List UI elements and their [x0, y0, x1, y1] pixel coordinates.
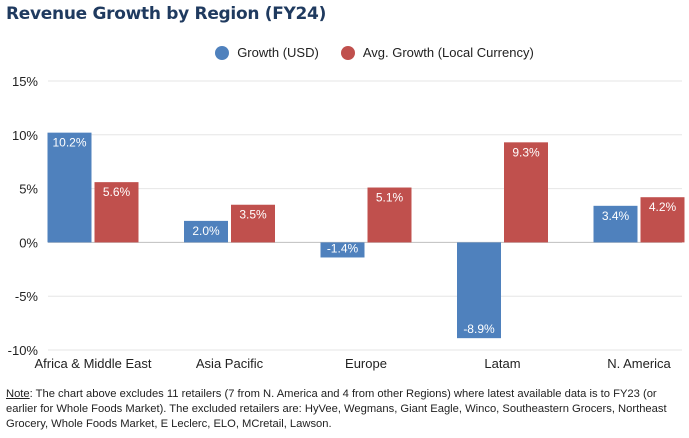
x-tick-label: Europe — [345, 356, 387, 371]
legend-label-local: Avg. Growth (Local Currency) — [362, 45, 534, 60]
bar-usd — [320, 242, 365, 258]
x-tick-label: N. America — [607, 356, 671, 371]
x-tick-label: Latam — [484, 356, 520, 371]
data-label: 10.2% — [52, 136, 86, 150]
data-label: 5.1% — [376, 191, 404, 205]
data-label: -1.4% — [327, 241, 359, 255]
bar-local — [504, 142, 548, 243]
legend-item-usd: Growth (USD) — [215, 45, 319, 60]
y-tick-label: -5% — [15, 289, 39, 304]
data-label: 5.6% — [103, 185, 131, 199]
bar-local — [640, 197, 685, 243]
note-label: Note — [6, 388, 30, 400]
y-tick-label: 15% — [12, 74, 38, 89]
y-tick-label: 10% — [12, 128, 38, 143]
data-label: 9.3% — [512, 145, 540, 159]
bar-usd — [593, 205, 638, 243]
x-tick-label: Asia Pacific — [196, 356, 264, 371]
data-label: 3.4% — [602, 209, 630, 223]
data-label: 3.5% — [239, 208, 267, 222]
chart-title: Revenue Growth by Region (FY24) — [6, 4, 327, 24]
bar-usd — [184, 220, 228, 243]
data-label: -8.9% — [463, 322, 495, 336]
bar-local — [94, 182, 139, 243]
y-tick-label: 0% — [19, 235, 38, 250]
footnote: Note: The chart above excludes 11 retail… — [6, 387, 686, 432]
bar-usd — [457, 242, 501, 339]
legend-marker-usd — [215, 45, 230, 60]
bar-usd — [47, 132, 92, 243]
legend-marker-local — [340, 45, 355, 60]
note-text: : The chart above excludes 11 retailers … — [6, 388, 667, 430]
data-label: 2.0% — [192, 224, 220, 238]
bar-local — [367, 187, 412, 243]
legend-label-usd: Growth (USD) — [237, 45, 319, 60]
y-tick-label: -10% — [8, 343, 39, 358]
bar-local — [231, 204, 275, 243]
x-tick-label: Africa & Middle East — [34, 356, 151, 371]
y-tick-label: 5% — [19, 182, 38, 197]
bar-chart: 15% 10% 5% 0% -5% -10% 10.2% 5.6% Africa & Middl… — [8, 74, 685, 371]
legend: Growth (USD) Avg. Growth (Local Currency… — [0, 45, 689, 60]
legend-item-local: Avg. Growth (Local Currency) — [340, 45, 534, 60]
data-label: 4.2% — [649, 200, 677, 214]
